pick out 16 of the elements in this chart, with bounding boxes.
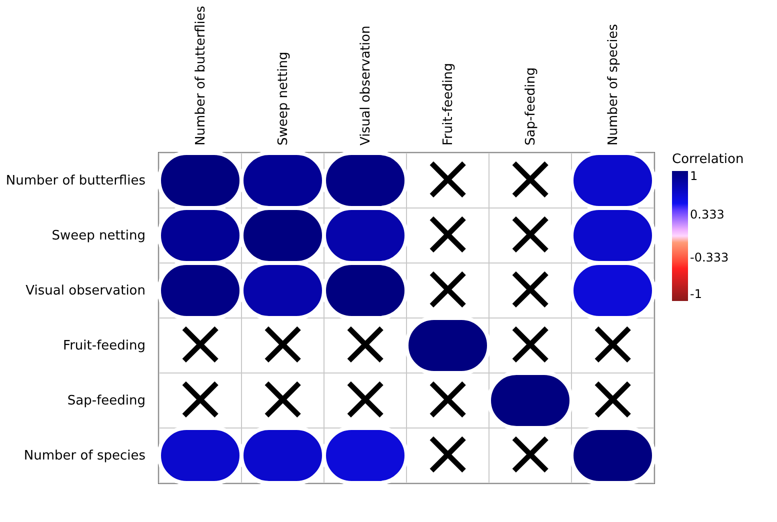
x-tick-label: Sweep netting <box>276 52 291 146</box>
color-bar-label: 1 <box>690 169 698 183</box>
text: × <box>503 416 558 490</box>
y-tick-label: Fruit-feeding <box>63 338 146 354</box>
y-tick-label: Number of butterflies <box>6 174 146 188</box>
x-tick-label: Sap-feeding <box>523 67 538 146</box>
x-tick-label: Number of species <box>606 24 621 146</box>
y-tick-label: Sap-feeding <box>67 394 146 408</box>
y-tick-label: Number of species <box>24 448 146 464</box>
color-bar-label: -1 <box>690 287 702 301</box>
y-tick-label: Visual observation <box>26 284 146 298</box>
color-bar-label: 0.333 <box>690 207 724 222</box>
x-tick-label: Visual observation <box>358 26 374 146</box>
color-bar-label: -0.333 <box>690 250 729 265</box>
y-tick-label: Sweep netting <box>52 228 146 244</box>
color-bar-title: Correlation <box>672 152 744 167</box>
